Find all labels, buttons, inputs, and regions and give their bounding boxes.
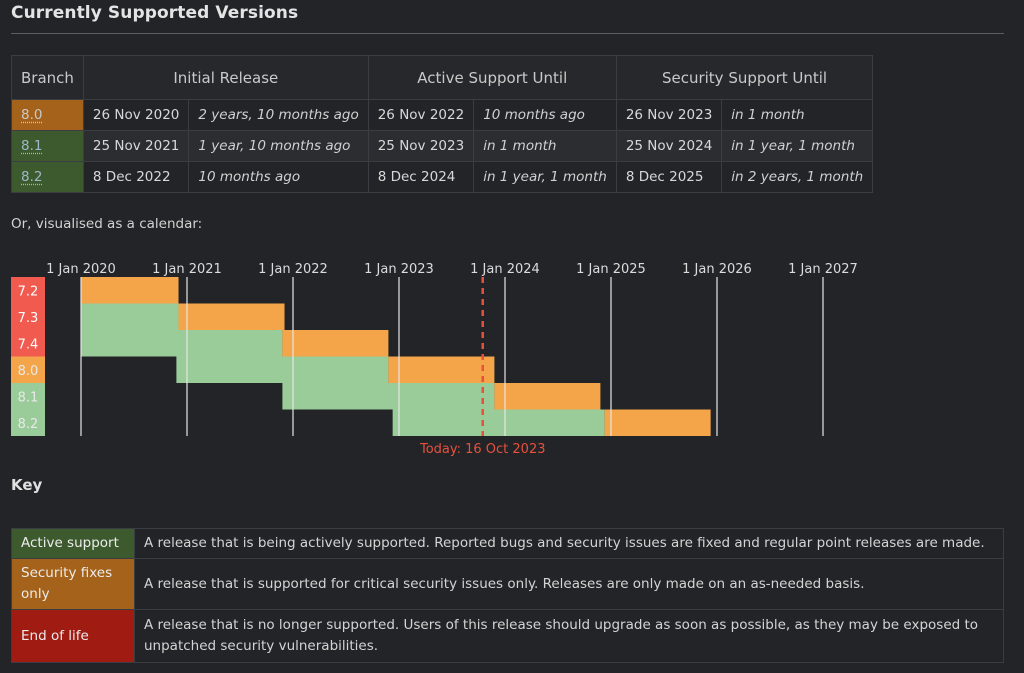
branch-label-bg (11, 303, 45, 330)
active-bar-7.3 (81, 303, 179, 330)
initial-relative: 10 months ago (188, 161, 369, 193)
active-bar-8.2 (392, 409, 605, 436)
active-date: 8 Dec 2024 (367, 161, 475, 193)
active-relative: 10 months ago (473, 99, 617, 131)
key-label-eol: End of life (11, 609, 135, 663)
branch-label-bg (11, 409, 45, 436)
year-label: 1 Jan 2023 (364, 262, 434, 277)
page-title: Currently Supported Versions (11, 3, 299, 23)
security-bar-8.1 (494, 383, 601, 410)
year-label: 1 Jan 2026 (682, 262, 752, 277)
branch-cell: 8.2 (11, 161, 84, 193)
active-bar-8.0 (176, 356, 389, 383)
security-date: 26 Nov 2023 (615, 99, 723, 131)
security-bar-7.2 (81, 277, 179, 304)
branch-label-7.4: 7.4 (18, 337, 39, 352)
branch-link-8-2[interactable]: 8.2 (21, 169, 43, 185)
table-row: 8.0 26 Nov 2020 2 years, 10 months ago 2… (11, 99, 874, 131)
key-desc-eol: A release that is no longer supported. U… (134, 609, 1004, 663)
branch-cell: 8.0 (11, 99, 84, 131)
branch-label-bg (11, 383, 45, 410)
table-row: 8.2 8 Dec 2022 10 months ago 8 Dec 2024 … (11, 161, 874, 193)
today-label: Today: 16 Oct 2023 (419, 442, 546, 457)
key-row-eol: End of life A release that is no longer … (11, 609, 1004, 663)
initial-relative: 1 year, 10 months ago (188, 130, 369, 162)
year-label: 1 Jan 2024 (470, 262, 540, 277)
key-label-security: Security fixes only (11, 558, 135, 610)
initial-date: 8 Dec 2022 (82, 161, 190, 193)
branch-label-7.3: 7.3 (18, 311, 39, 326)
branch-cell: 8.1 (11, 130, 84, 162)
active-bar-8.1 (282, 383, 495, 410)
active-relative: in 1 month (473, 130, 617, 162)
active-relative: in 1 year, 1 month (473, 161, 617, 193)
active-date: 26 Nov 2022 (367, 99, 475, 131)
branch-label-8.2: 8.2 (18, 417, 39, 432)
initial-date: 26 Nov 2020 (82, 99, 190, 131)
header-active-support: Active Support Until (367, 55, 617, 100)
year-label: 1 Jan 2020 (46, 262, 116, 277)
key-desc-active: A release that is being actively support… (134, 528, 1004, 559)
key-desc-security: A release that is supported for critical… (134, 558, 1004, 610)
branch-label-8.0: 8.0 (18, 364, 39, 379)
year-label: 1 Jan 2027 (788, 262, 858, 277)
security-relative: in 2 years, 1 month (721, 161, 874, 193)
branch-label-bg (11, 356, 45, 383)
table-row: 8.1 25 Nov 2021 1 year, 10 months ago 25… (11, 130, 874, 162)
versions-table: Branch Initial Release Active Support Un… (11, 55, 874, 193)
security-date: 8 Dec 2025 (615, 161, 723, 193)
support-calendar: 1 Jan 2020 1 Jan 2021 1 Jan 2022 1 Jan 2023… (11, 262, 858, 457)
year-label: 1 Jan 2021 (152, 262, 222, 277)
key-row-security: Security fixes only A release that is su… (11, 558, 1004, 610)
header-security-support: Security Support Until (615, 55, 874, 100)
branch-label-bg (11, 330, 45, 357)
branch-link-8-1[interactable]: 8.1 (21, 138, 43, 154)
security-bar-7.4 (282, 330, 389, 357)
branch-label-bg (11, 277, 45, 304)
initial-date: 25 Nov 2021 (82, 130, 190, 162)
active-bar-7.4 (81, 330, 283, 357)
security-date: 25 Nov 2024 (615, 130, 723, 162)
year-label: 1 Jan 2022 (258, 262, 328, 277)
header-branch: Branch (11, 55, 84, 100)
calendar-caption: Or, visualised as a calendar: (11, 216, 203, 232)
title-divider (11, 33, 1004, 34)
branch-label-7.2: 7.2 (18, 284, 39, 299)
security-bar-7.3 (178, 303, 285, 330)
header-initial-release: Initial Release (82, 55, 369, 100)
key-row-active: Active support A release that is being a… (11, 528, 1004, 559)
security-relative: in 1 year, 1 month (721, 130, 874, 162)
security-bar-8.0 (388, 356, 495, 383)
key-label-active: Active support (11, 528, 135, 559)
active-date: 25 Nov 2023 (367, 130, 475, 162)
security-bar-8.2 (604, 409, 711, 436)
initial-relative: 2 years, 10 months ago (188, 99, 369, 131)
security-relative: in 1 month (721, 99, 874, 131)
branch-label-8.1: 8.1 (18, 390, 39, 405)
key-title: Key (11, 476, 43, 494)
branch-link-8-0[interactable]: 8.0 (21, 107, 43, 123)
year-label: 1 Jan 2025 (576, 262, 646, 277)
versions-header-row: Branch Initial Release Active Support Un… (11, 55, 874, 100)
key-table: Active support A release that is being a… (11, 528, 1004, 663)
